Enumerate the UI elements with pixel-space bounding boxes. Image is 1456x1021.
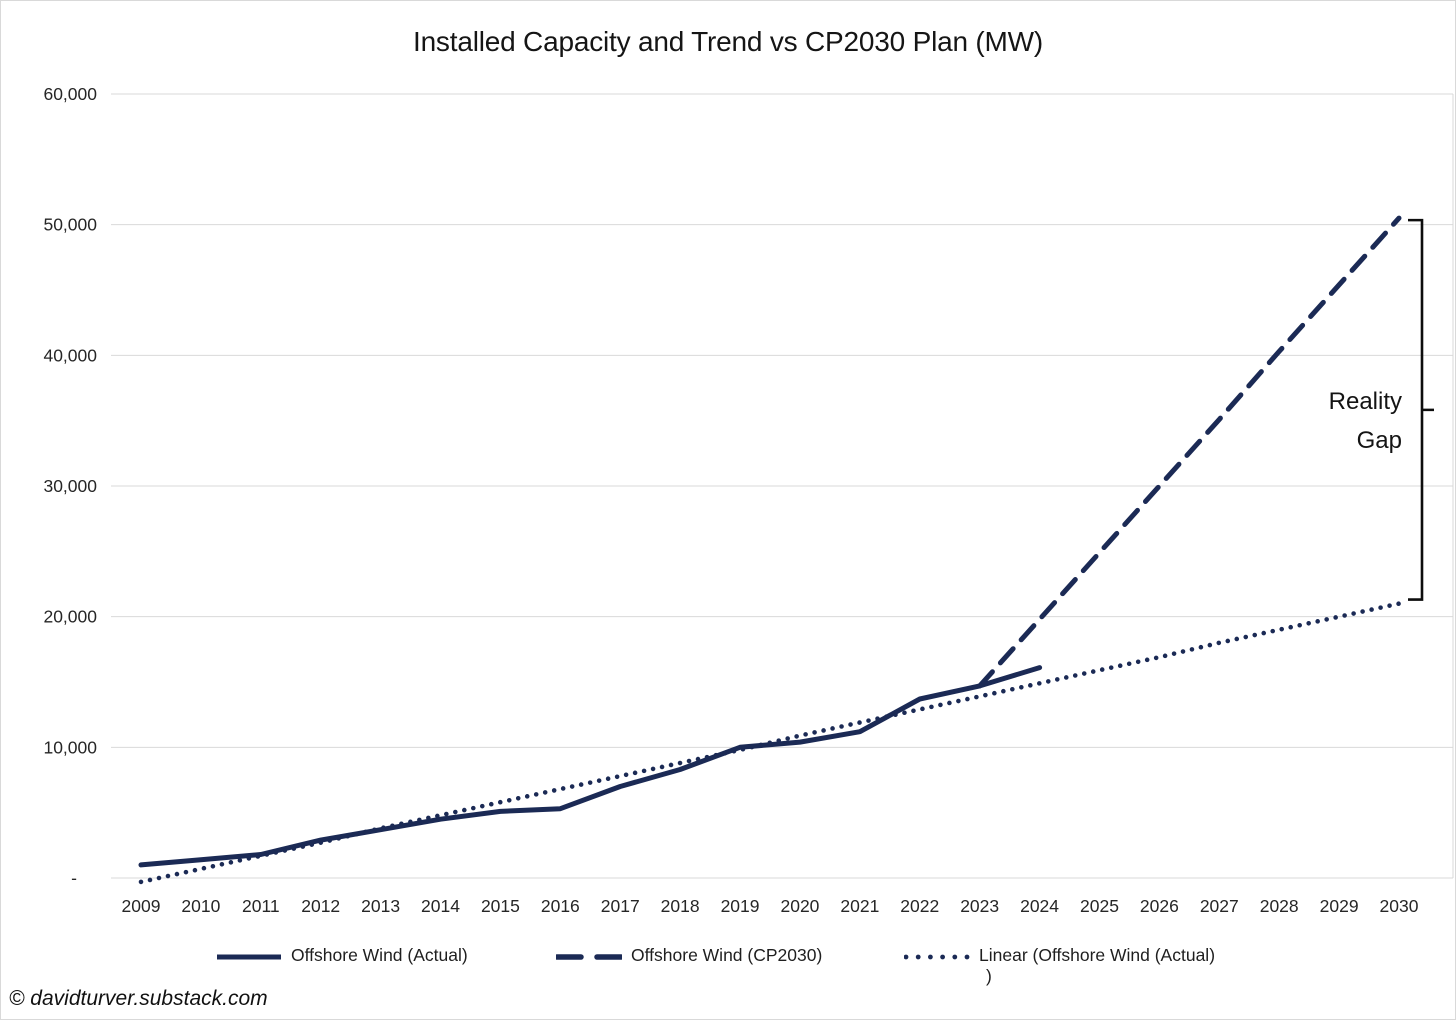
x-tick-label-2017: 2017	[601, 896, 640, 916]
x-tick-label-2019: 2019	[721, 896, 760, 916]
legend-dotted-line-sample	[904, 954, 970, 960]
annotation-line-1: Reality	[1328, 388, 1402, 415]
legend-dashed-line-sample	[556, 954, 622, 960]
series-line-dotted-2	[138, 601, 1402, 885]
legend-label-cp2030: Offshore Wind (CP2030)	[631, 945, 823, 965]
x-tick-label-2028: 2028	[1260, 896, 1299, 916]
legend-item-linear-trend: Linear (Offshore Wind (Actual) )	[904, 945, 1215, 987]
x-tick-label-2030: 2030	[1380, 896, 1419, 916]
series-line-dashed-1	[977, 215, 1402, 689]
x-tick-label-2023: 2023	[960, 896, 999, 916]
annotation-line-2: Gap	[1356, 427, 1402, 454]
reality-gap-annotation: Reality Gap	[1329, 382, 1402, 460]
x-tick-label-2029: 2029	[1320, 896, 1359, 916]
y-tick-label: -	[71, 868, 77, 888]
reality-gap-bracket	[1408, 218, 1434, 601]
x-tick-label-2013: 2013	[361, 896, 400, 916]
x-tick-label-2024: 2024	[1020, 896, 1059, 916]
x-tick-label-2010: 2010	[181, 896, 220, 916]
legend-label-actual: Offshore Wind (Actual)	[291, 945, 468, 965]
x-tick-label-2011: 2011	[242, 896, 280, 916]
y-tick-label: 20,000	[43, 607, 97, 627]
y-tick-label: 30,000	[43, 476, 97, 496]
y-tick-label: 50,000	[43, 215, 97, 235]
x-tick-label-2018: 2018	[661, 896, 700, 916]
x-tick-label-2022: 2022	[900, 896, 939, 916]
x-tick-label-2021: 2021	[840, 896, 879, 916]
x-tick-label-2016: 2016	[541, 896, 580, 916]
legend-item-cp2030: Offshore Wind (CP2030)	[556, 945, 822, 966]
series-line-solid-0	[138, 665, 1043, 868]
y-tick-label: 40,000	[43, 345, 97, 365]
y-tick-label: 60,000	[43, 84, 97, 104]
x-tick-label-2020: 2020	[780, 896, 819, 916]
x-tick-label-2026: 2026	[1140, 896, 1179, 916]
x-tick-label-2009: 2009	[122, 896, 161, 916]
legend-label-linear-trend: Linear (Offshore Wind (Actual) )	[979, 945, 1215, 987]
x-tick-label-2015: 2015	[481, 896, 520, 916]
legend-solid-line-sample	[217, 954, 281, 960]
x-tick-label-2012: 2012	[301, 896, 340, 916]
y-tick-label: 10,000	[43, 737, 97, 757]
chart-title: Installed Capacity and Trend vs CP2030 P…	[412, 26, 1044, 57]
legend-label-linear-line1: Linear (Offshore Wind (Actual)	[979, 945, 1216, 965]
x-tick-label-2027: 2027	[1200, 896, 1239, 916]
legend-item-actual: Offshore Wind (Actual)	[216, 945, 468, 966]
legend-label-linear-line2: )	[986, 966, 992, 986]
x-tick-label-2014: 2014	[421, 896, 460, 916]
copyright-watermark: © davidturver.substack.com	[9, 987, 268, 1010]
x-tick-label-2025: 2025	[1080, 896, 1119, 916]
